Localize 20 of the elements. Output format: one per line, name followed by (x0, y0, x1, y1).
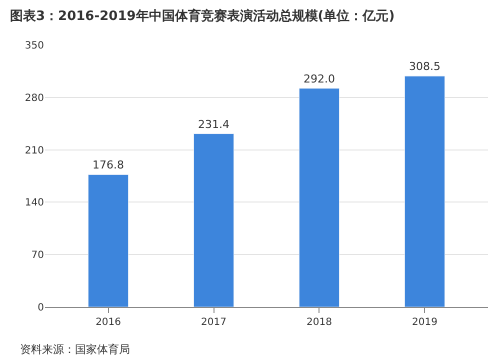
bar (193, 134, 234, 307)
data-label: 231.4 (198, 118, 230, 131)
bar (404, 76, 445, 307)
x-tick-label: 2016 (96, 317, 122, 328)
bar (298, 88, 340, 307)
chart-title: 图表3：2016-2019年中国体育竞赛表演活动总规模(单位：亿元) (10, 8, 395, 24)
x-tick-label: 2018 (306, 317, 332, 328)
y-tick-label: 140 (24, 198, 44, 209)
data-label: 308.5 (408, 60, 440, 74)
y-tick-label: 0 (38, 302, 44, 314)
bar (88, 174, 129, 307)
y-tick-label: 350 (24, 40, 44, 52)
x-tick-label: 2019 (412, 317, 438, 328)
x-tick-label: 2017 (201, 317, 226, 328)
y-tick-label: 70 (31, 250, 44, 262)
data-label: 292.0 (303, 72, 335, 86)
text: 资料来源：国家体育局 (20, 343, 130, 356)
data-label: 176.8 (92, 158, 124, 172)
y-tick-label: 280 (24, 92, 44, 104)
y-tick-label: 210 (24, 145, 44, 156)
